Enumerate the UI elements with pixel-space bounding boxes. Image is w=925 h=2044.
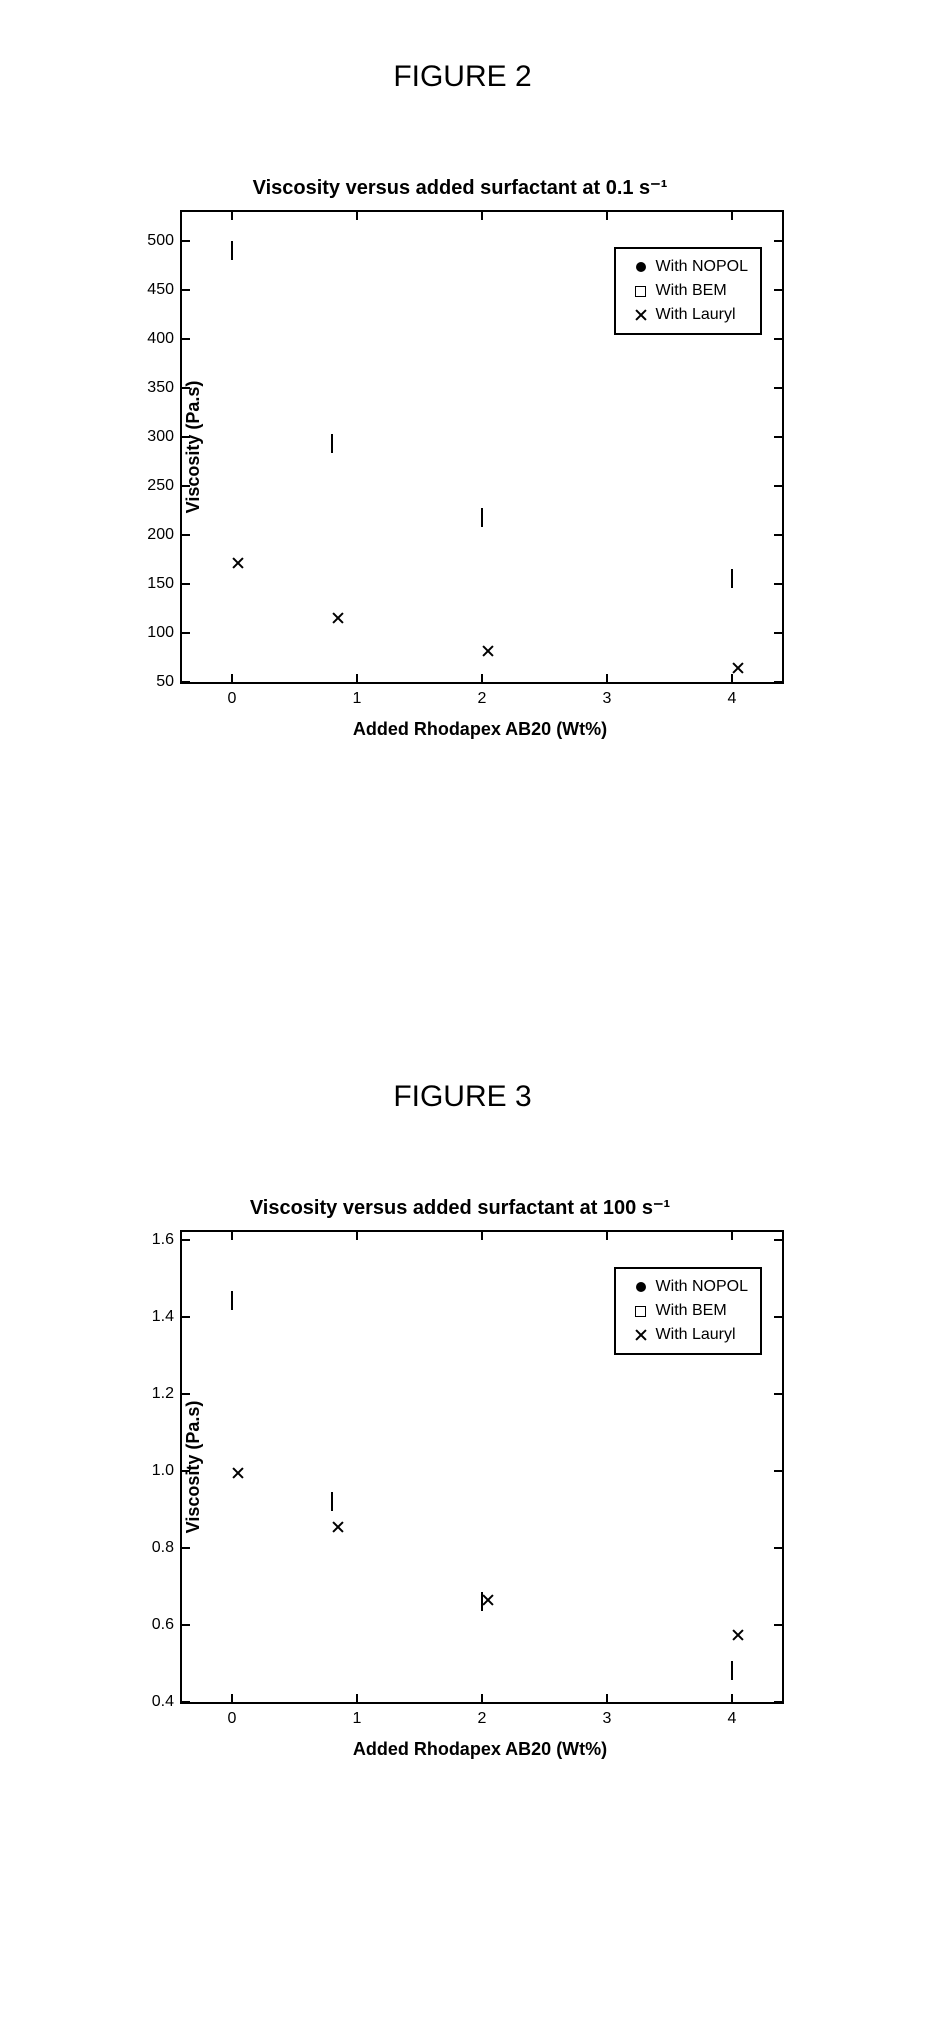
y-tick-label: 0.4 — [152, 1693, 182, 1711]
y-tick-label: 350 — [147, 379, 182, 397]
y-tick-label: 1.0 — [152, 1462, 182, 1480]
x-marker-icon — [626, 309, 656, 321]
figure-3-xlabel: Added Rhodapex AB20 (Wt%) — [180, 1739, 780, 1760]
legend-label: With BEM — [656, 1302, 727, 1320]
x-tick-label: 3 — [603, 1702, 612, 1728]
legend-item-lauryl: With Lauryl — [626, 1323, 748, 1347]
filled-circle-icon — [626, 1282, 656, 1292]
x-tick-label: 4 — [728, 682, 737, 708]
filled-circle-icon — [626, 262, 656, 272]
legend-label: With NOPOL — [656, 1278, 748, 1296]
x-tick-label: 0 — [228, 682, 237, 708]
figure-2-legend: With NOPOL With BEM With Lauryl — [614, 247, 762, 335]
y-tick-label: 400 — [147, 330, 182, 348]
figure-2-xlabel: Added Rhodapex AB20 (Wt%) — [180, 719, 780, 740]
y-tick-label: 0.6 — [152, 1616, 182, 1634]
legend-label: With Lauryl — [656, 306, 736, 324]
figure-3-chart: Viscosity versus added surfactant at 100… — [110, 1195, 810, 1760]
figure-3-legend: With NOPOL With BEM With Lauryl — [614, 1267, 762, 1355]
legend-item-bem: With BEM — [626, 279, 748, 303]
x-tick-label: 2 — [478, 1702, 487, 1728]
y-tick-label: 1.6 — [152, 1231, 182, 1249]
y-tick-label: 250 — [147, 477, 182, 495]
data-point — [331, 1493, 333, 1511]
open-square-icon — [626, 1306, 656, 1317]
y-tick-label: 150 — [147, 575, 182, 593]
x-tick-label: 4 — [728, 1702, 737, 1728]
x-marker-icon — [626, 1329, 656, 1341]
data-point — [731, 570, 733, 588]
y-tick-label: 300 — [147, 428, 182, 446]
data-point — [331, 435, 333, 453]
y-tick-label: 1.2 — [152, 1385, 182, 1403]
y-tick-label: 450 — [147, 281, 182, 299]
legend-label: With BEM — [656, 282, 727, 300]
y-tick-label: 100 — [147, 624, 182, 642]
y-tick-label: 200 — [147, 526, 182, 544]
legend-label: With NOPOL — [656, 258, 748, 276]
y-tick-label: 50 — [156, 673, 182, 691]
legend-item-lauryl: With Lauryl — [626, 303, 748, 327]
figure-3-label: FIGURE 3 — [0, 1080, 925, 1114]
legend-item-nopol: With NOPOL — [626, 1275, 748, 1299]
figure-2-label: FIGURE 2 — [0, 60, 925, 94]
data-point — [231, 1292, 233, 1310]
data-point — [731, 1662, 733, 1680]
figure-3-title: Viscosity versus added surfactant at 100… — [110, 1195, 810, 1220]
figure-3-plot-area: Viscosity (Pa.s) With NOPOL With BEM Wit… — [180, 1230, 784, 1704]
legend-item-bem: With BEM — [626, 1299, 748, 1323]
figure-2-title: Viscosity versus added surfactant at 0.1… — [110, 175, 810, 200]
data-point — [231, 242, 233, 260]
x-tick-label: 1 — [353, 1702, 362, 1728]
figure-3-ylabel: Viscosity (Pa.s) — [183, 1401, 204, 1534]
y-tick-label: 500 — [147, 232, 182, 250]
y-tick-label: 0.8 — [152, 1539, 182, 1557]
x-tick-label: 2 — [478, 682, 487, 708]
data-point — [481, 509, 483, 527]
legend-label: With Lauryl — [656, 1326, 736, 1344]
figure-2-ylabel: Viscosity (Pa.s) — [183, 381, 204, 514]
x-tick-label: 0 — [228, 1702, 237, 1728]
page: FIGURE 2 Viscosity versus added surfacta… — [0, 0, 925, 2044]
x-tick-label: 3 — [603, 682, 612, 708]
y-tick-label: 1.4 — [152, 1308, 182, 1326]
open-square-icon — [626, 286, 656, 297]
figure-2-chart: Viscosity versus added surfactant at 0.1… — [110, 175, 810, 740]
figure-2-plot-area: Viscosity (Pa.s) With NOPOL With BEM Wit… — [180, 210, 784, 684]
legend-item-nopol: With NOPOL — [626, 255, 748, 279]
x-tick-label: 1 — [353, 682, 362, 708]
